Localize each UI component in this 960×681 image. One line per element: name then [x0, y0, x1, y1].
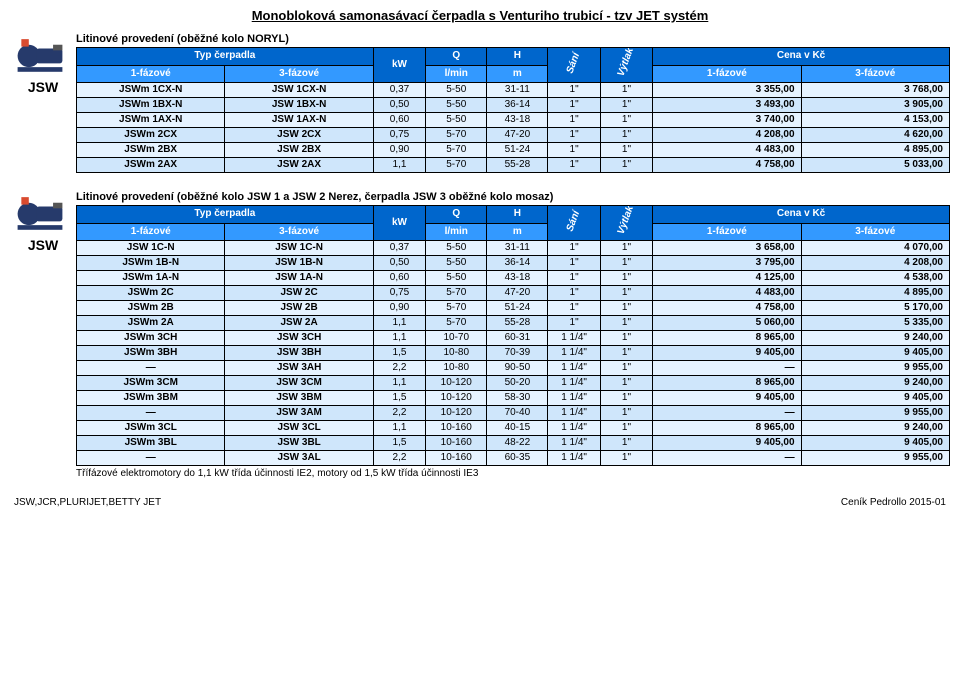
- col-p-ph1: 1-fázové: [653, 65, 801, 83]
- table-row: — JSW 3AL 2,2 10-160 60-35 1 1/4" 1" — 9…: [77, 451, 950, 466]
- section-title: Litinové provedení (oběžné kolo JSW 1 a …: [76, 191, 950, 203]
- col-h-unit: m: [487, 223, 548, 241]
- table-row: JSWm 2A JSW 2A 1,1 5-70 55-28 1" 1" 5 06…: [77, 316, 950, 331]
- table-row: — JSW 3AM 2,2 10-120 70-40 1 1/4" 1" — 9…: [77, 406, 950, 421]
- pump-icon: [10, 33, 70, 77]
- table-row: JSWm 1A-N JSW 1A-N 0,60 5-50 43-18 1" 1"…: [77, 271, 950, 286]
- table-row: JSWm 3CM JSW 3CM 1,1 10-120 50-20 1 1/4"…: [77, 376, 950, 391]
- page-footer: JSW,JCR,PLURIJET,BETTY JET Ceník Pedroll…: [10, 497, 950, 508]
- col-sani: Sání: [548, 48, 600, 83]
- col-ph3: 3-fázové: [225, 65, 373, 83]
- section-title: Litinové provedení (oběžné kolo NORYL): [76, 33, 950, 45]
- col-q: Q: [426, 48, 487, 66]
- col-typ: Typ čerpadla: [77, 48, 374, 66]
- col-h: H: [487, 206, 548, 224]
- series-label: JSW: [28, 237, 58, 253]
- table-row: JSWm 1CX-N JSW 1CX-N 0,37 5-50 31-11 1" …: [77, 83, 950, 98]
- col-vytlak: Výtlak: [600, 206, 652, 241]
- col-h-unit: m: [487, 65, 548, 83]
- series-label: JSW: [28, 79, 58, 95]
- col-p-ph3: 3-fázové: [801, 223, 949, 241]
- table-row: JSWm 2CX JSW 2CX 0,75 5-70 47-20 1" 1" 4…: [77, 128, 950, 143]
- table-row: JSWm 3BH JSW 3BH 1,5 10-80 70-39 1 1/4" …: [77, 346, 950, 361]
- footer-left: JSW,JCR,PLURIJET,BETTY JET: [14, 497, 161, 508]
- col-cena: Cena v Kč: [653, 206, 950, 224]
- col-ph1: 1-fázové: [77, 65, 225, 83]
- col-q-unit: l/min: [426, 65, 487, 83]
- table-row: JSWm 1B-N JSW 1B-N 0,50 5-50 36-14 1" 1"…: [77, 256, 950, 271]
- table-row: — JSW 3AH 2,2 10-80 90-50 1 1/4" 1" — 9 …: [77, 361, 950, 376]
- table-row: JSWm 1AX-N JSW 1AX-N 0,60 5-50 43-18 1" …: [77, 113, 950, 128]
- col-ph1: 1-fázové: [77, 223, 225, 241]
- table-row: JSWm 3BL JSW 3BL 1,5 10-160 48-22 1 1/4"…: [77, 436, 950, 451]
- table-row: JSWm 3BM JSW 3BM 1,5 10-120 58-30 1 1/4"…: [77, 391, 950, 406]
- col-cena: Cena v Kč: [653, 48, 950, 66]
- table-row: JSWm 3CH JSW 3CH 1,1 10-70 60-31 1 1/4" …: [77, 331, 950, 346]
- table-note: Třífázové elektromotory do 1,1 kW třída …: [76, 468, 950, 479]
- pump-table: Typ čerpadla kW Q H Sání Výtlak Cena v K…: [76, 47, 950, 173]
- table-row: JSW 1C-N JSW 1C-N 0,37 5-50 31-11 1" 1" …: [77, 241, 950, 256]
- table-row: JSWm 2B JSW 2B 0,90 5-70 51-24 1" 1" 4 7…: [77, 301, 950, 316]
- col-ph3: 3-fázové: [225, 223, 373, 241]
- col-sani: Sání: [548, 206, 600, 241]
- col-typ: Typ čerpadla: [77, 206, 374, 224]
- table-row: JSWm 2AX JSW 2AX 1,1 5-70 55-28 1" 1" 4 …: [77, 158, 950, 173]
- table-row: JSWm 2BX JSW 2BX 0,90 5-70 51-24 1" 1" 4…: [77, 143, 950, 158]
- table-row: JSWm 3CL JSW 3CL 1,1 10-160 40-15 1 1/4"…: [77, 421, 950, 436]
- table-row: JSWm 1BX-N JSW 1BX-N 0,50 5-50 36-14 1" …: [77, 98, 950, 113]
- pump-table: Typ čerpadla kW Q H Sání Výtlak Cena v K…: [76, 205, 950, 466]
- col-p-ph1: 1-fázové: [653, 223, 801, 241]
- col-vytlak: Výtlak: [600, 48, 652, 83]
- col-kw: kW: [373, 206, 425, 241]
- col-h: H: [487, 48, 548, 66]
- col-kw: kW: [373, 48, 425, 83]
- col-p-ph3: 3-fázové: [801, 65, 949, 83]
- col-q: Q: [426, 206, 487, 224]
- pump-icon: [10, 191, 70, 235]
- page-title: Monobloková samonasávací čerpadla s Vent…: [10, 8, 950, 23]
- table-row: JSWm 2C JSW 2C 0,75 5-70 47-20 1" 1" 4 4…: [77, 286, 950, 301]
- col-q-unit: l/min: [426, 223, 487, 241]
- footer-right: Ceník Pedrollo 2015-01: [841, 497, 946, 508]
